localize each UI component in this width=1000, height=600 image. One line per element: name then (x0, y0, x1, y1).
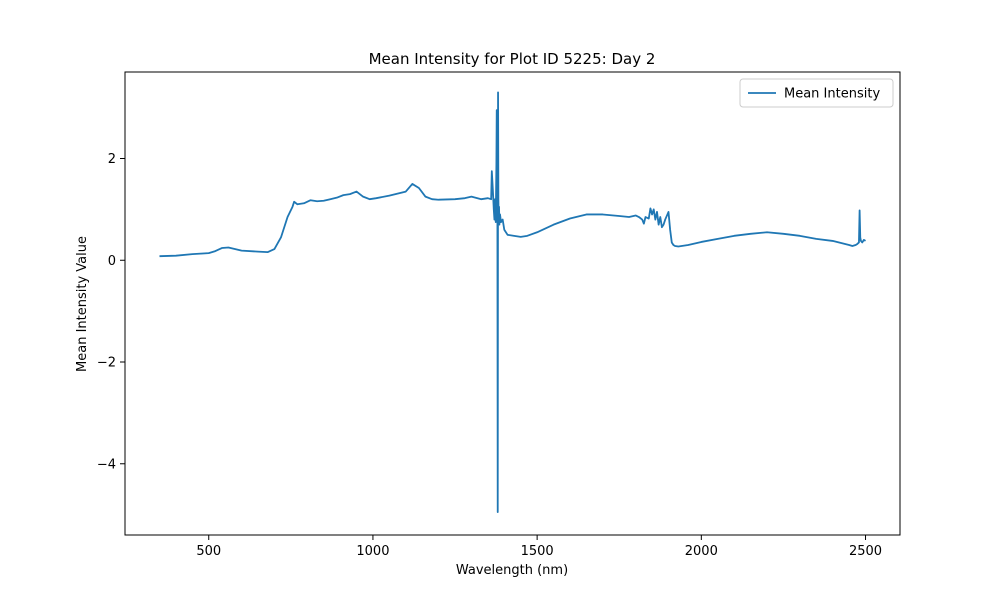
y-tick-label: −2 (97, 356, 116, 371)
x-tick-label: 2500 (849, 544, 882, 559)
x-tick-label: 1000 (356, 544, 389, 559)
chart-title: Mean Intensity for Plot ID 5225: Day 2 (369, 50, 656, 68)
x-axis-label: Wavelength (nm) (456, 563, 568, 578)
plot-area (124, 71, 901, 536)
x-axis: 500 1000 1500 2000 2500 (196, 535, 882, 559)
legend-label: Mean Intensity (784, 87, 880, 102)
y-tick-label: 0 (108, 254, 116, 269)
legend-box (739, 78, 894, 108)
x-tick-label: 500 (196, 544, 221, 559)
x-tick-label: 1500 (521, 544, 554, 559)
plot-frame (124, 71, 901, 536)
y-tick-label: −4 (97, 457, 116, 472)
legend: Mean Intensity (739, 78, 894, 108)
x-tick-label: 2000 (685, 544, 718, 559)
y-tick-label: 2 (108, 152, 116, 167)
series-line-mean-intensity (159, 91, 866, 513)
y-axis-label: Mean Intensity Value (75, 236, 90, 372)
y-axis: −4 −2 0 2 (97, 152, 125, 472)
